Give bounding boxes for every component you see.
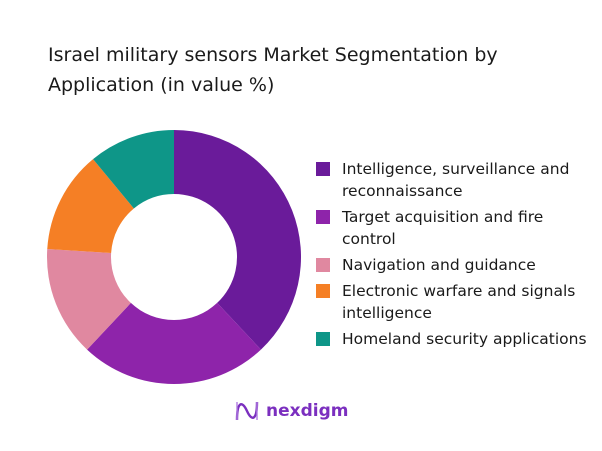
legend-item: Electronic warfare and signals intellige… <box>316 280 596 324</box>
legend-label: Electronic warfare and signals intellige… <box>342 282 576 322</box>
legend-item: Intelligence, surveillance and reconnais… <box>316 158 596 202</box>
legend-label: Homeland security applications <box>342 330 587 348</box>
legend-swatch <box>316 258 330 272</box>
legend-swatch <box>316 210 330 224</box>
legend-label: Navigation and guidance <box>342 256 536 274</box>
legend-item: Navigation and guidance <box>316 254 596 276</box>
donut-slice-2 <box>87 302 261 384</box>
legend-swatch <box>316 284 330 298</box>
legend-swatch <box>316 162 330 176</box>
logo-text: nexdigm <box>266 401 349 421</box>
donut-slice-4 <box>47 159 134 254</box>
donut-slice-3 <box>47 249 131 350</box>
chart-title: Israel military sensors Market Segmentat… <box>48 44 498 96</box>
nexdigm-logo: nexdigm <box>234 398 348 424</box>
donut-slice-5 <box>93 130 174 209</box>
legend: Intelligence, surveillance and reconnais… <box>316 158 596 354</box>
legend-item: Target acquisition and fire control <box>316 206 596 250</box>
donut-slice-1 <box>174 130 301 350</box>
nexdigm-logo-icon <box>235 401 259 421</box>
legend-swatch <box>316 332 330 346</box>
legend-item: Homeland security applications <box>316 328 596 350</box>
legend-label: Intelligence, surveillance and reconnais… <box>342 160 570 200</box>
legend-label: Target acquisition and fire control <box>342 208 544 248</box>
